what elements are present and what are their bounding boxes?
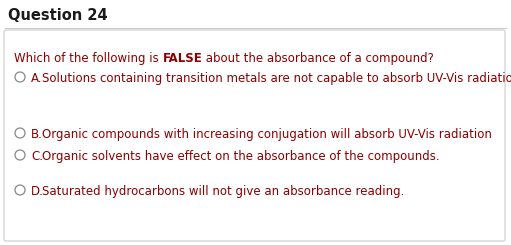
Text: D.: D.	[31, 185, 44, 198]
Text: Question 24: Question 24	[8, 8, 108, 23]
FancyBboxPatch shape	[4, 30, 505, 241]
Text: Saturated hydrocarbons will not give an absorbance reading.: Saturated hydrocarbons will not give an …	[42, 185, 404, 198]
Text: about the absorbance of a compound?: about the absorbance of a compound?	[202, 52, 434, 65]
Text: B.: B.	[31, 128, 43, 141]
Text: Organic compounds with increasing conjugation will absorb UV-Vis radiation: Organic compounds with increasing conjug…	[42, 128, 492, 141]
Text: A.: A.	[31, 72, 42, 85]
Text: Organic solvents have effect on the absorbance of the compounds.: Organic solvents have effect on the abso…	[42, 150, 439, 163]
Text: Solutions containing transition metals are not capable to absorb UV-Vis radiatio: Solutions containing transition metals a…	[42, 72, 511, 85]
Text: Which of the following is: Which of the following is	[14, 52, 162, 65]
Text: FALSE: FALSE	[162, 52, 202, 65]
Text: C.: C.	[31, 150, 43, 163]
